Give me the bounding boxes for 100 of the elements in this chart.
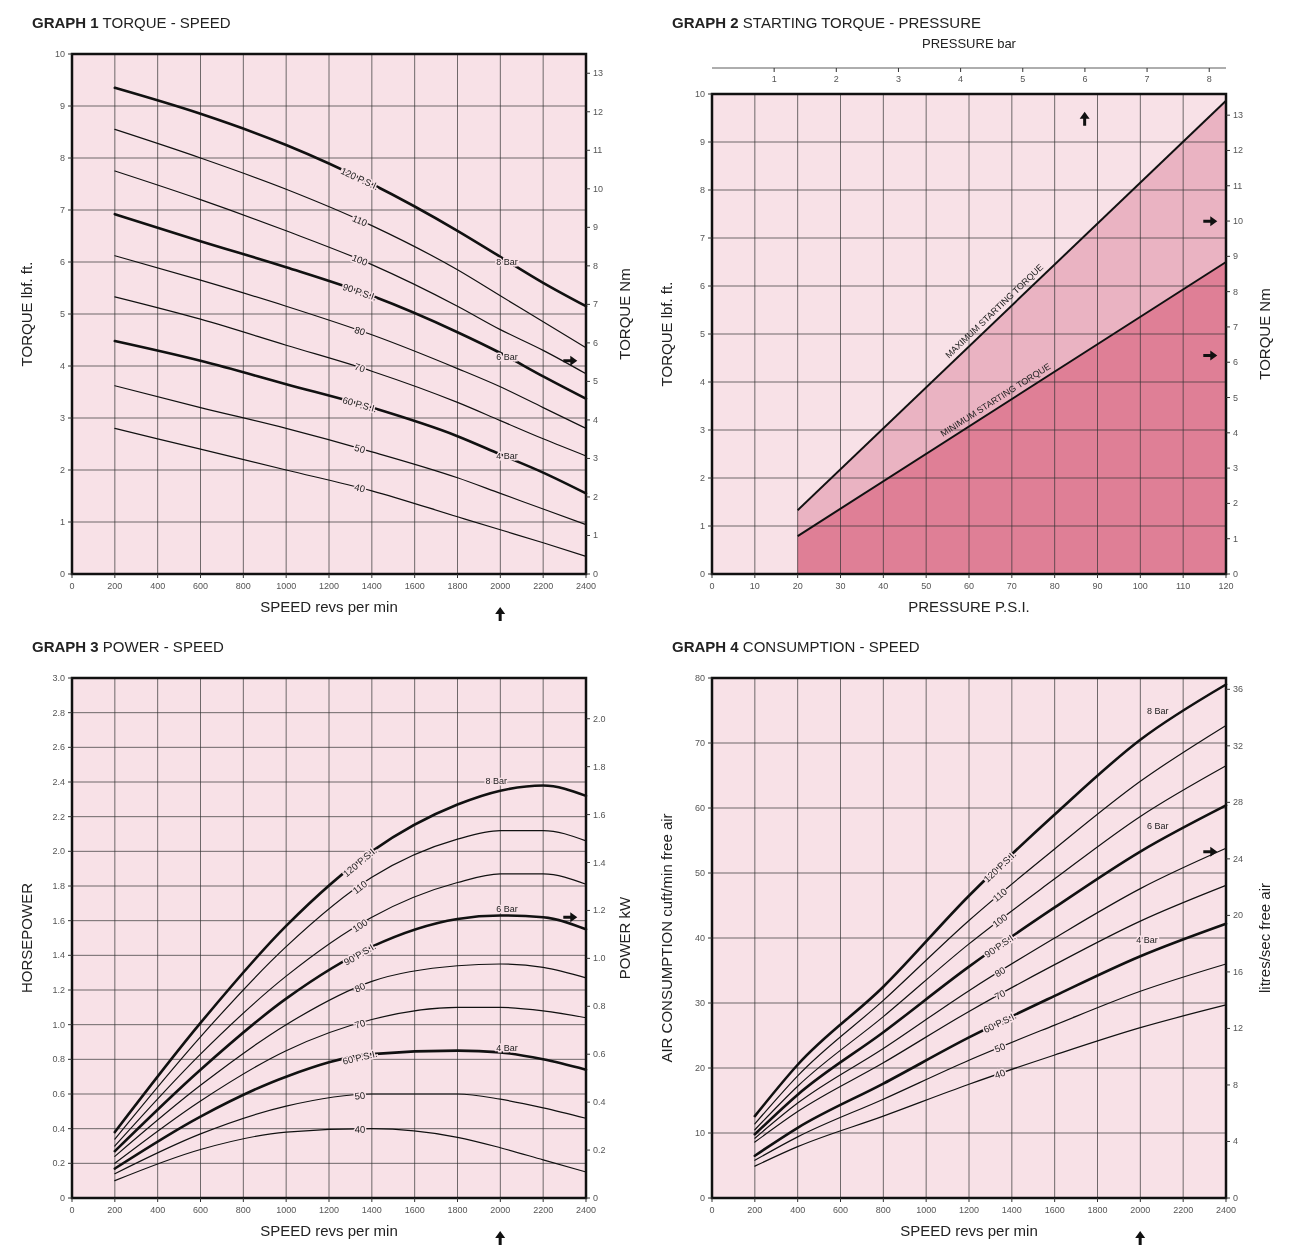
text: 40	[353, 481, 367, 495]
x2-tick-label: 3	[895, 74, 901, 84]
x-tick-label: 40	[878, 581, 889, 591]
y2-tick-label: 4	[593, 414, 599, 425]
text: 50	[992, 1040, 1007, 1055]
text: 80	[352, 980, 367, 995]
y-tick-label: 0.6	[52, 1089, 65, 1099]
x2-tick-label: 5	[1020, 74, 1026, 84]
y2-tick-label: 0.4	[593, 1097, 606, 1108]
y2-tick-label: 5	[1233, 392, 1239, 403]
x-tick-label: 0	[69, 1205, 75, 1215]
y2-axis-title: TORQUE Nm	[1256, 288, 1273, 380]
text: 80	[992, 964, 1008, 980]
y-tick-label: 0	[59, 1193, 65, 1203]
x-tick-label: 1600	[404, 1205, 425, 1215]
x-tick-label: 1000	[276, 581, 297, 591]
text: 120 P.S.I.	[339, 165, 381, 193]
x-tick-label: 1200	[958, 1205, 980, 1215]
x-tick-label: 1800	[447, 581, 468, 591]
y2-tick-label: 9	[1233, 251, 1239, 262]
x-tick-label: 0	[709, 581, 715, 591]
y-tick-label: 50	[694, 868, 705, 878]
y-tick-label: 0	[699, 569, 705, 579]
x-tick-label: 2000	[1130, 1205, 1151, 1215]
y-tick-label: 1.6	[52, 915, 65, 926]
y2-tick-label: 2.0	[593, 713, 606, 724]
y2-tick-label: 3	[1233, 463, 1239, 474]
y2-tick-label: 7	[1233, 321, 1239, 332]
y2-tick-label: 32	[1233, 740, 1244, 751]
chart-title: GRAPH 1 TORQUE - SPEED	[32, 14, 231, 31]
text: 60 P.S.I.	[981, 1009, 1019, 1036]
y2-tick-label: 6	[593, 337, 599, 348]
y-tick-label: 1.2	[52, 985, 65, 995]
x-tick-label: 1600	[1044, 1205, 1065, 1215]
x-tick-label: 600	[192, 581, 209, 591]
y-tick-label: 7	[699, 233, 705, 243]
x-tick-label: 90	[1092, 581, 1103, 591]
x-tick-label: 800	[235, 581, 251, 591]
y2-tick-label: 10	[593, 183, 604, 194]
x-tick-label: 60	[963, 581, 975, 591]
x-tick-label: 20	[792, 581, 803, 591]
y-tick-label: 0.2	[52, 1158, 65, 1169]
y2-tick-label: 11	[1233, 180, 1243, 191]
y-tick-label: 2.0	[52, 846, 65, 857]
x-tick-label: 400	[790, 1205, 806, 1215]
y-tick-label: 7	[59, 205, 65, 215]
x-tick-label: 2400	[575, 581, 597, 591]
x-tick-label: 200	[107, 1205, 123, 1215]
text: 40	[993, 1066, 1007, 1081]
annotation: 4 Bar	[1136, 934, 1158, 945]
y2-tick-label: 8	[593, 260, 599, 271]
y-tick-label: 0	[699, 1193, 705, 1203]
y-tick-label: 60	[694, 803, 705, 813]
y2-tick-label: 1.0	[593, 953, 606, 964]
y-tick-label: 5	[59, 309, 65, 319]
chart-title: GRAPH 2 STARTING TORQUE - PRESSURE	[672, 14, 981, 31]
y-tick-label: 30	[694, 998, 705, 1008]
annotation: 8 Bar	[485, 775, 508, 786]
y2-tick-label: 0	[593, 569, 599, 579]
x-tick-label: 80	[1049, 581, 1060, 591]
y-tick-label: 2.4	[52, 777, 65, 787]
y2-tick-label: 10	[1233, 216, 1244, 227]
text: 70	[992, 987, 1008, 1002]
y2-tick-label: 5	[593, 376, 599, 387]
x-tick-label: 1200	[318, 581, 340, 591]
x-tick-label: 800	[875, 1205, 891, 1215]
y-tick-label: 6	[699, 281, 705, 291]
x-tick-label: 400	[150, 1205, 166, 1215]
text: 70	[353, 360, 367, 375]
text: 110	[990, 885, 1010, 904]
y-tick-label: 1	[699, 521, 705, 531]
y-tick-label: 20	[694, 1063, 705, 1073]
y-axis-title: TORQUE lbf. ft.	[18, 261, 35, 367]
y-tick-label: 80	[694, 673, 705, 683]
y-tick-label: 9	[59, 101, 65, 111]
x2-tick-label: 8	[1206, 74, 1212, 84]
x-axis-title: PRESSURE P.S.I.	[908, 598, 1030, 615]
y-tick-label: 0.8	[52, 1054, 65, 1065]
annotation: 8 Bar	[1146, 705, 1169, 716]
y-tick-label: 10	[694, 1128, 705, 1138]
y2-tick-label: 8	[1233, 1079, 1239, 1090]
y2-tick-label: 28	[1233, 797, 1244, 808]
y-tick-label: 5	[699, 329, 705, 339]
y2-tick-label: 0.6	[593, 1049, 606, 1060]
x-tick-label: 2000	[490, 581, 511, 591]
x2-tick-label: 1	[771, 74, 777, 84]
y2-tick-label: 11	[593, 145, 603, 156]
y2-tick-label: 4	[1233, 427, 1239, 438]
y2-tick-label: 0	[593, 1193, 599, 1203]
chart-title: GRAPH 4 CONSUMPTION - SPEED	[672, 638, 920, 655]
x-axis-title: SPEED revs per min	[900, 1222, 1038, 1239]
y2-tick-label: 2	[593, 491, 599, 502]
x-tick-label: 110	[1175, 581, 1191, 591]
y2-tick-label: 13	[593, 68, 604, 79]
x-tick-label: 10	[749, 581, 760, 591]
x-tick-label: 2200	[1173, 1205, 1194, 1215]
text: 60 P.S.I.	[341, 394, 379, 415]
x-tick-label: 1400	[1001, 1205, 1022, 1215]
y-tick-label: 70	[694, 738, 705, 748]
y-tick-label: 2	[699, 473, 705, 483]
